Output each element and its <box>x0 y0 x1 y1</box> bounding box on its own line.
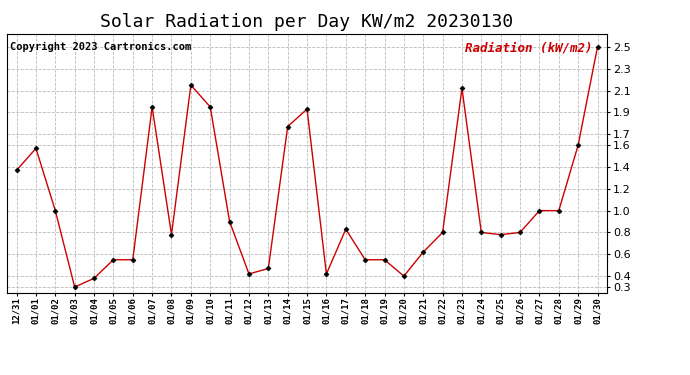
Title: Solar Radiation per Day KW/m2 20230130: Solar Radiation per Day KW/m2 20230130 <box>101 13 513 31</box>
Text: Radiation (kW/m2): Radiation (kW/m2) <box>464 42 592 54</box>
Text: Copyright 2023 Cartronics.com: Copyright 2023 Cartronics.com <box>10 42 191 51</box>
